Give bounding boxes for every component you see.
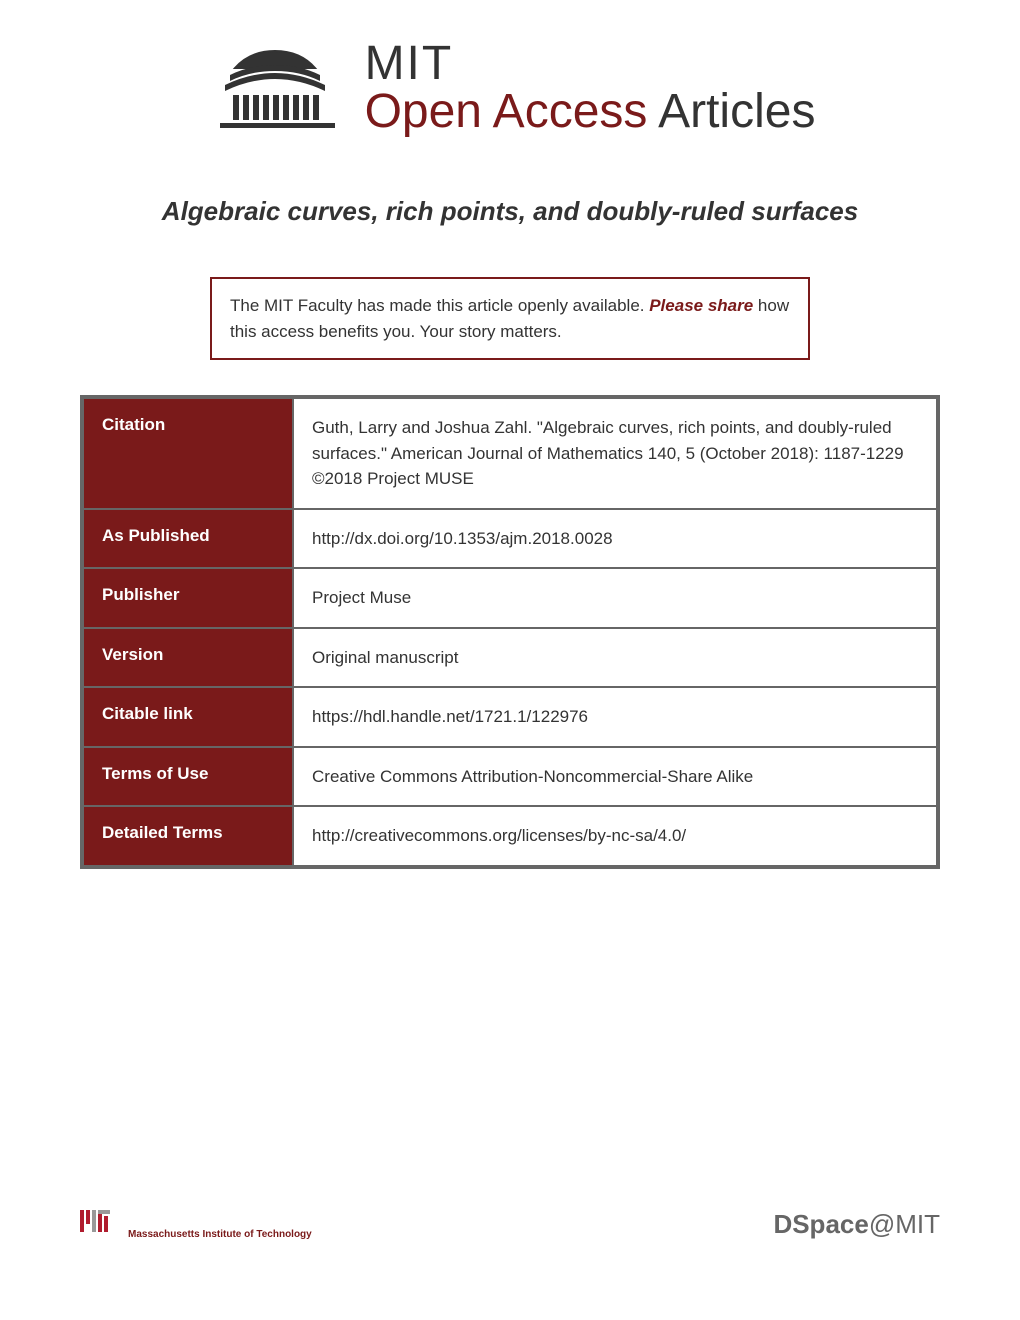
header-text: MIT Open Access Articles (365, 40, 816, 136)
mit-footer-logo: Massachusetts Institute of Technology (80, 1210, 312, 1240)
terms-label: Terms of Use (83, 747, 293, 807)
detailed-terms-value[interactable]: http://creativecommons.org/licenses/by-n… (293, 806, 937, 866)
open-access-text: Open Access Articles (365, 88, 816, 136)
mit-mini-icon (80, 1210, 120, 1240)
version-label: Version (83, 628, 293, 688)
table-row: Publisher Project Muse (83, 568, 937, 628)
footer: Massachusetts Institute of Technology DS… (0, 1209, 1020, 1240)
mit-text: MIT (365, 40, 816, 88)
dspace-text: DSpace (773, 1209, 868, 1239)
metadata-table: Citation Guth, Larry and Joshua Zahl. "A… (80, 395, 940, 869)
share-box: The MIT Faculty has made this article op… (210, 277, 810, 360)
table-row: Citable link https://hdl.handle.net/1721… (83, 687, 937, 747)
institution-text: Massachusetts Institute of Technology (128, 1229, 312, 1240)
citable-link-value[interactable]: https://hdl.handle.net/1721.1/122976 (293, 687, 937, 747)
dspace-logo: DSpace@MIT (773, 1209, 940, 1240)
as-published-value[interactable]: http://dx.doi.org/10.1353/ajm.2018.0028 (293, 509, 937, 569)
terms-value: Creative Commons Attribution-Noncommerci… (293, 747, 937, 807)
dspace-suffix: @MIT (869, 1209, 940, 1239)
table-row: Terms of Use Creative Commons Attributio… (83, 747, 937, 807)
publisher-value: Project Muse (293, 568, 937, 628)
header-logo: MIT Open Access Articles (0, 0, 1020, 136)
table-row: Detailed Terms http://creativecommons.or… (83, 806, 937, 866)
articles-label: Articles (647, 85, 815, 138)
share-text-before: The MIT Faculty has made this article op… (230, 296, 649, 315)
open-access-label: Open Access (365, 85, 648, 138)
article-title: Algebraic curves, rich points, and doubl… (0, 196, 1020, 227)
please-share-link[interactable]: Please share (649, 296, 753, 315)
citable-link-label: Citable link (83, 687, 293, 747)
as-published-label: As Published (83, 509, 293, 569)
citation-value: Guth, Larry and Joshua Zahl. "Algebraic … (293, 398, 937, 509)
table-row: As Published http://dx.doi.org/10.1353/a… (83, 509, 937, 569)
table-row: Citation Guth, Larry and Joshua Zahl. "A… (83, 398, 937, 509)
publisher-label: Publisher (83, 568, 293, 628)
detailed-terms-label: Detailed Terms (83, 806, 293, 866)
citation-label: Citation (83, 398, 293, 509)
table-row: Version Original manuscript (83, 628, 937, 688)
version-value: Original manuscript (293, 628, 937, 688)
dome-icon (205, 43, 345, 133)
